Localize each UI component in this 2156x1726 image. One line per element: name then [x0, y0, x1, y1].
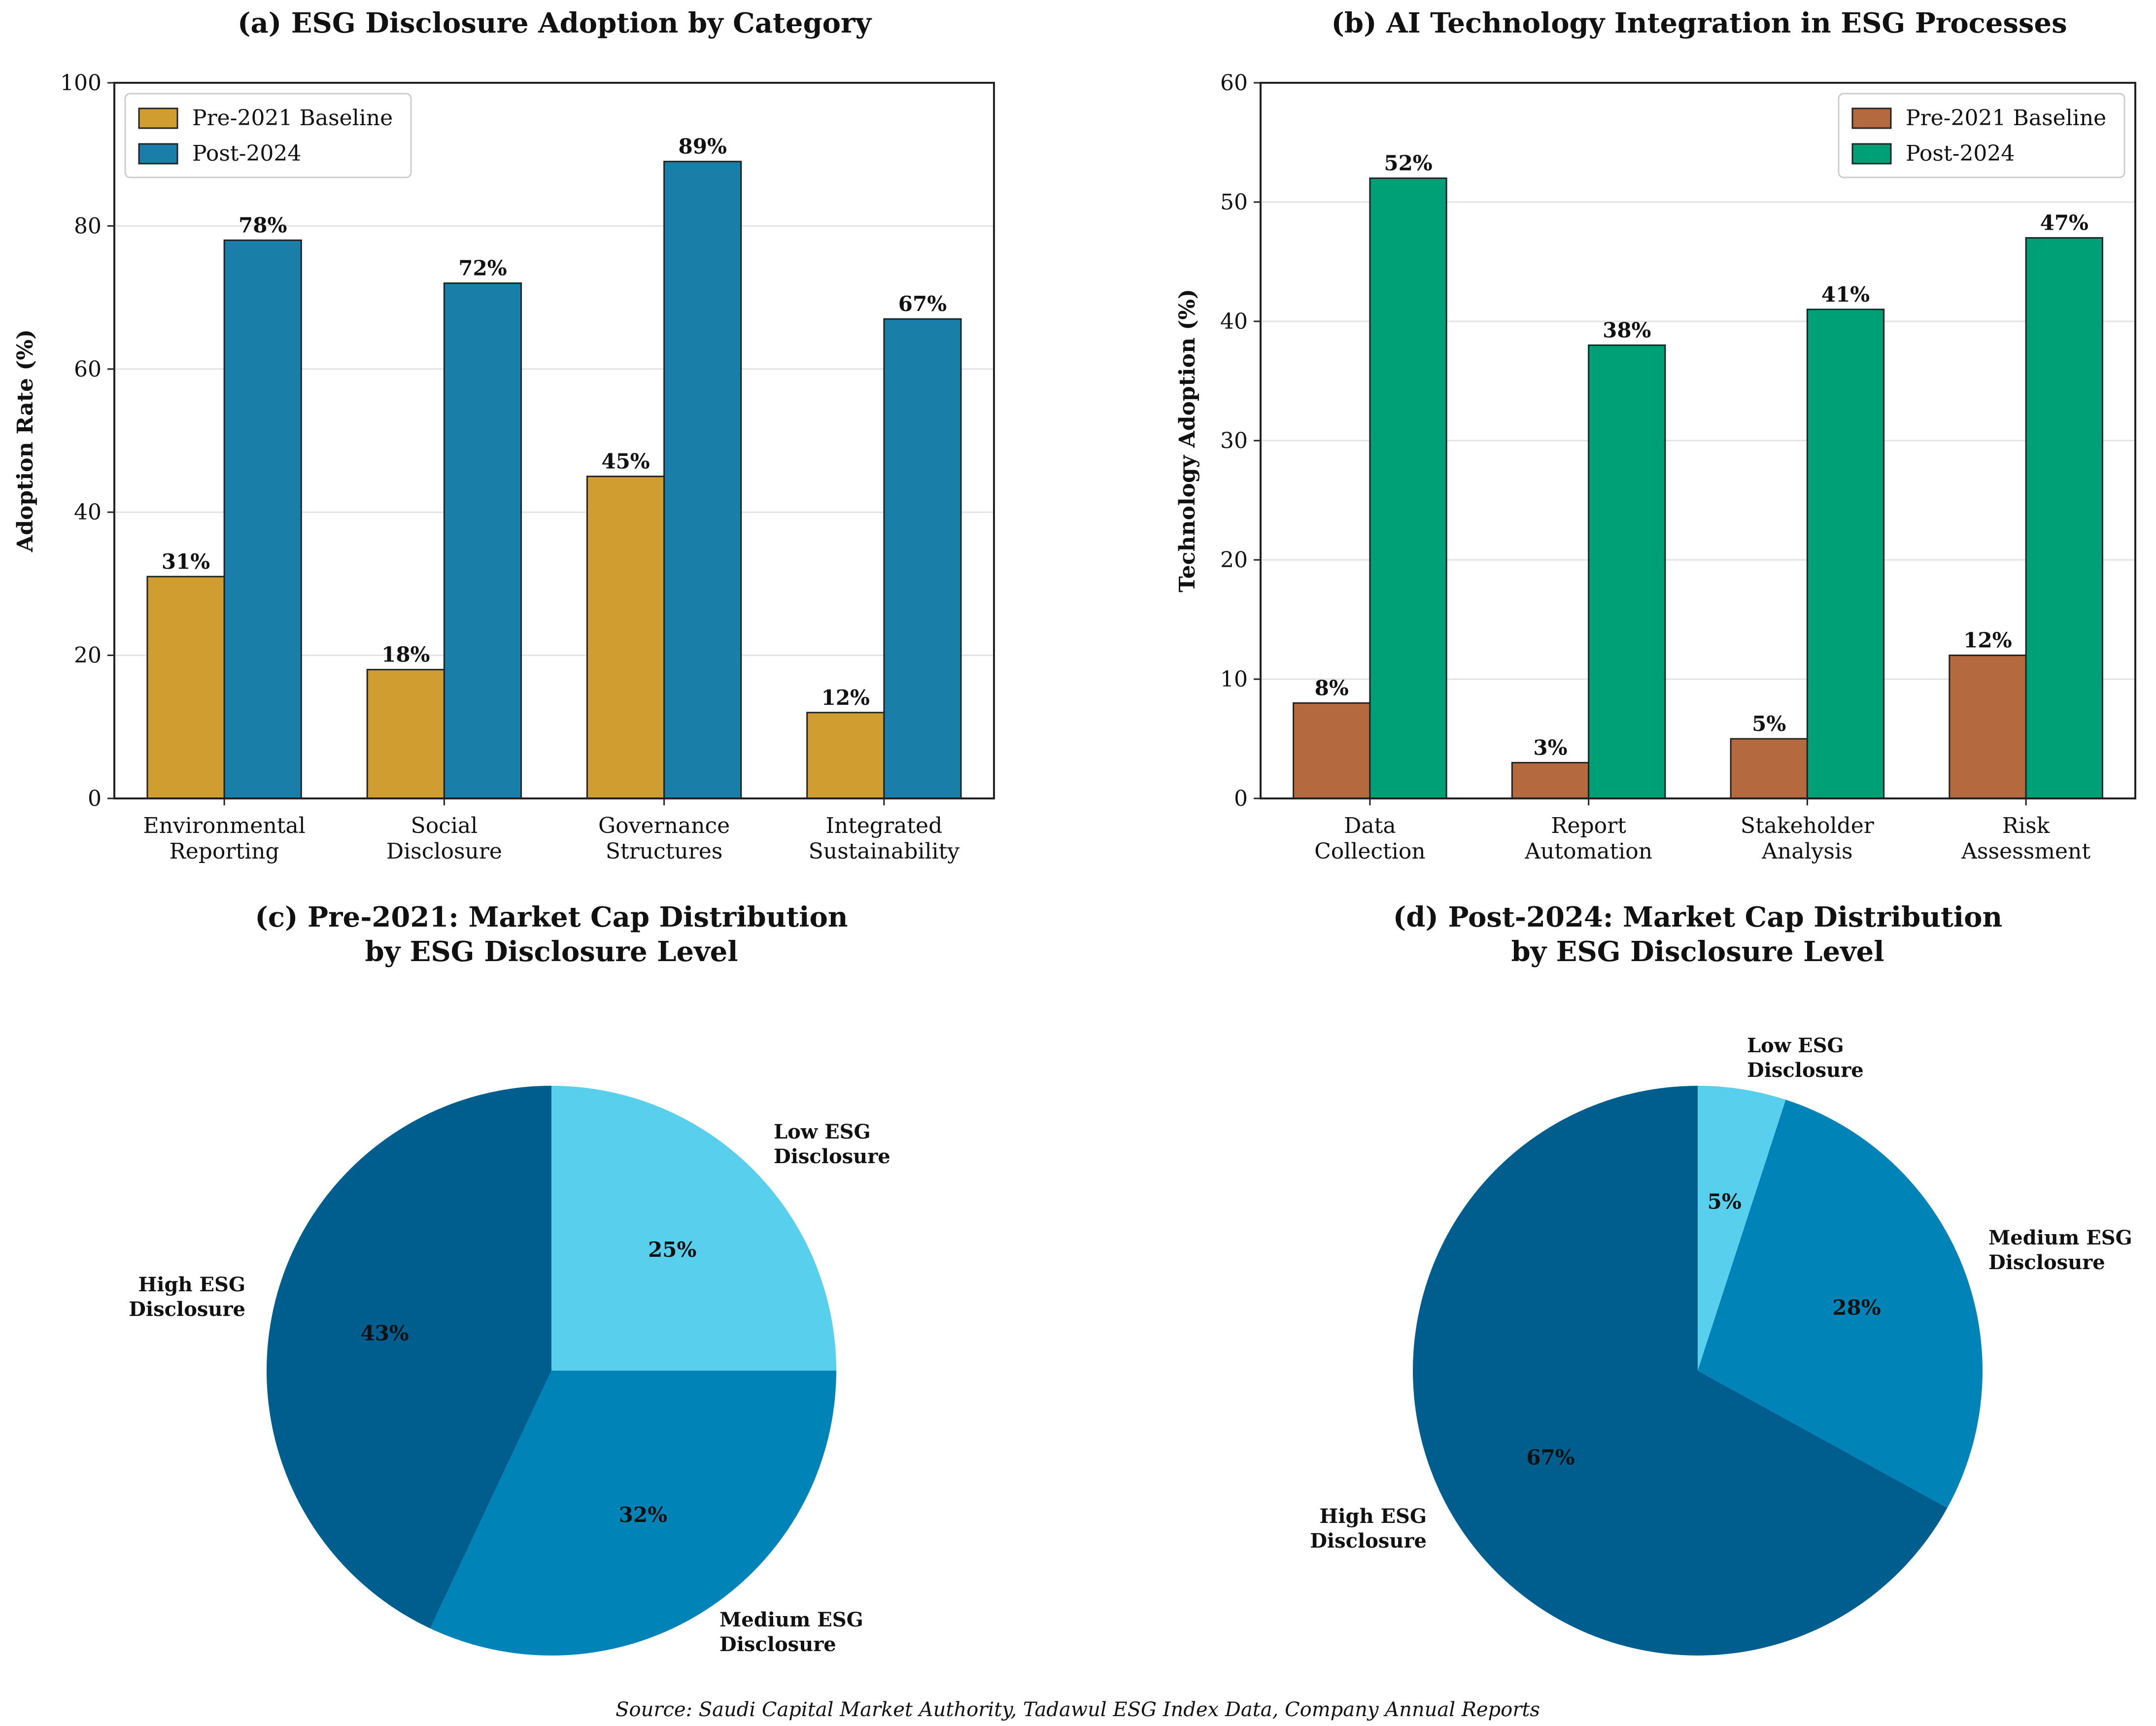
bar-b-legend-label: Post-2024 — [1906, 141, 2015, 166]
bar-b-xtick-label: Stakeholder Analysis — [1741, 813, 1875, 864]
bar-b-ytick-label: 50 — [1220, 190, 1248, 215]
pie-c-pct-label: 43% — [360, 1321, 409, 1345]
bar-b-xtick-label: Risk Assessment — [1961, 813, 2090, 864]
bar-b-ytick-label: 0 — [1234, 786, 1248, 811]
pie-c-slice-label: Medium ESG Disclosure — [719, 1608, 863, 1656]
pie-d-slice-label: Medium ESG Disclosure — [1988, 1226, 2132, 1274]
bar-b-bar-pre — [1730, 738, 1808, 799]
bar-a-data-label: 18% — [381, 643, 430, 667]
pie-d-slice — [1413, 1086, 1948, 1656]
bar-a-data-label: 45% — [601, 449, 650, 474]
pie-c-slice — [551, 1086, 836, 1371]
bar-a-ytick-label: 40 — [74, 500, 102, 525]
bar-a-xtick-label: Governance Structures — [598, 813, 730, 864]
pie-c-pct-label: 32% — [619, 1503, 667, 1527]
bar-b-legend-swatch — [1851, 107, 1892, 129]
pie-c-slice — [267, 1086, 551, 1628]
bar-b-xtick-label: Data Collection — [1314, 813, 1426, 864]
bar-b-ytick-label: 20 — [1220, 548, 1248, 573]
pie-c-slice — [430, 1371, 836, 1656]
pie-d-slice — [1698, 1086, 1786, 1371]
bar-a-xtick-label: Integrated Sustainability — [809, 813, 960, 864]
bar-a-legend-label: Post-2024 — [192, 141, 301, 166]
bar-a-ytick-label: 20 — [74, 643, 102, 668]
bar-a-bar-post — [663, 161, 742, 799]
bar-b-legend-label: Pre-2021 Baseline — [1906, 105, 2106, 131]
bar-b-ytick-label: 30 — [1220, 428, 1248, 453]
bar-a-bar-post — [443, 282, 522, 799]
bar-a-legend-swatch — [138, 107, 178, 129]
bar-b-data-label: 38% — [1603, 318, 1651, 342]
bar-a-legend-label: Pre-2021 Baseline — [192, 105, 393, 131]
pie-d-slice — [1698, 1100, 1983, 1508]
source-note: Source: Saudi Capital Market Authority, … — [616, 1698, 1540, 1721]
bar-a-legend — [124, 93, 412, 178]
bar-b-title: (b) AI Technology Integration in ESG Pro… — [1331, 7, 2067, 39]
bar-b-bar-pre — [1293, 702, 1371, 799]
bar-b-data-label: 52% — [1384, 151, 1432, 175]
bar-a: (a) ESG Disclosure Adoption by Category 3… — [13, 7, 995, 864]
bar-a-data-label: 12% — [821, 686, 870, 710]
bar-b-ytick-label: 60 — [1220, 70, 1248, 96]
bar-a-title: (a) ESG Disclosure Adoption by Category — [238, 7, 872, 39]
pie-d-slice-label: Low ESG Disclosure — [1747, 1034, 1864, 1082]
bar-a-ytick-label: 100 — [60, 70, 102, 96]
pie-c-slice-label: High ESG Disclosure — [129, 1273, 245, 1321]
bar-a-ylabel: Adoption Rate (%) — [13, 329, 38, 552]
bar-b-bar-post — [1806, 309, 1885, 799]
pie-d-pct-label: 67% — [1526, 1446, 1574, 1470]
pie-d-title: (d) Post-2024: Market Cap Distribution by… — [1393, 901, 2002, 968]
bar-b-data-label: 8% — [1315, 676, 1349, 700]
bar-b-data-label: 47% — [2040, 211, 2088, 235]
bar-a-data-label: 89% — [679, 135, 727, 159]
bar-b-ylabel: Technology Adoption (%) — [1175, 289, 1200, 592]
pie-d: (d) Post-2024: Market Cap Distribution by… — [1310, 901, 2132, 1656]
bar-b-bar-post — [1369, 177, 1447, 799]
bar-a-ytick-label: 80 — [74, 213, 102, 239]
bar-a-bar-pre — [366, 669, 445, 799]
bar-b-data-label: 12% — [1963, 628, 2012, 653]
bar-b-data-label: 3% — [1533, 735, 1567, 759]
bar-a-bar-post — [223, 239, 302, 799]
bar-a-bar-post — [883, 318, 962, 799]
bar-a-xtick-label: Environmental Reporting — [143, 813, 305, 864]
bar-a-bar-pre — [146, 576, 225, 799]
bar-a-data-label: 67% — [898, 292, 947, 316]
bar-a-data-label: 78% — [239, 213, 287, 237]
pie-c-title: (c) Pre-2021: Market Cap Distribution by … — [255, 901, 848, 968]
bar-b-legend — [1838, 93, 2125, 178]
pie-d-pct-label: 5% — [1708, 1189, 1742, 1213]
bar-a-ytick-label: 0 — [88, 786, 102, 811]
pie-d-slice-label: High ESG Disclosure — [1310, 1505, 1427, 1553]
bar-a-axes-frame — [113, 82, 995, 799]
bar-a-ytick-label: 60 — [74, 357, 102, 382]
bar-a-xtick-label: Social Disclosure — [386, 813, 502, 864]
bar-a-legend-swatch — [138, 143, 178, 165]
bar-b-bar-post — [1588, 344, 1666, 799]
bar-b: (b) AI Technology Integration in ESG Pro… — [1175, 7, 2136, 864]
bar-a-bar-pre — [586, 476, 665, 799]
bar-b-ytick-label: 40 — [1220, 309, 1248, 334]
bar-b-ytick-label: 10 — [1220, 667, 1248, 692]
pie-d-pct-label: 28% — [1832, 1295, 1881, 1319]
bar-b-bar-post — [2025, 237, 2103, 799]
bar-a-bar-pre — [806, 712, 885, 799]
pie-c-slice-label: Low ESG Disclosure — [774, 1120, 890, 1168]
bar-b-bar-pre — [1949, 655, 2027, 799]
bar-b-bar-pre — [1511, 761, 1590, 799]
bar-b-xtick-label: Report Automation — [1524, 813, 1652, 864]
bar-b-data-label: 41% — [1821, 282, 1870, 307]
bar-b-data-label: 5% — [1752, 712, 1786, 736]
pie-c-pct-label: 25% — [648, 1238, 696, 1262]
bar-a-data-label: 72% — [458, 256, 507, 280]
bar-b-legend-swatch — [1851, 143, 1892, 165]
pie-c: (c) Pre-2021: Market Cap Distribution by … — [129, 901, 890, 1656]
bar-a-data-label: 31% — [162, 550, 210, 574]
